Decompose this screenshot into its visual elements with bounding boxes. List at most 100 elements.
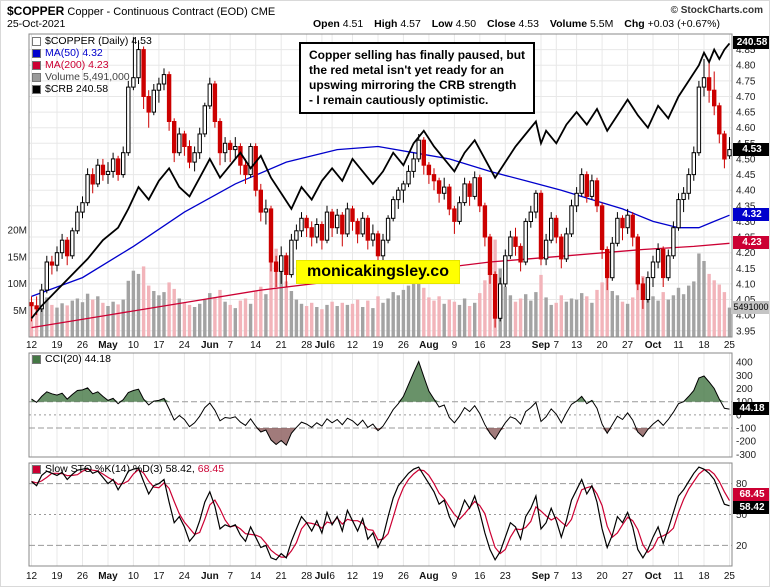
svg-text:6: 6 xyxy=(329,571,335,582)
svg-text:400: 400 xyxy=(736,358,753,369)
svg-text:16: 16 xyxy=(474,340,486,351)
sto-panel xyxy=(29,466,732,562)
svg-text:23: 23 xyxy=(500,571,512,582)
sto-legend-d-value: 68.45 xyxy=(197,463,225,475)
open-label: Open xyxy=(313,18,340,30)
crb-line xyxy=(30,42,731,319)
main-legend: $COPPER (Daily) 4.53 MA(50) 4.32 MA(200)… xyxy=(32,35,152,95)
cci-legend-label: CCI(20) 44.18 xyxy=(45,353,111,365)
legend-volume-label: Volume 5,491,000 xyxy=(45,71,130,83)
svg-text:9: 9 xyxy=(452,571,458,582)
svg-text:26: 26 xyxy=(398,340,410,351)
svg-text:20: 20 xyxy=(597,340,609,351)
svg-text:14: 14 xyxy=(250,571,262,582)
svg-text:12: 12 xyxy=(26,340,38,351)
svg-text:7: 7 xyxy=(553,340,559,351)
cci-indicator-icon xyxy=(32,354,41,364)
svg-text:28: 28 xyxy=(301,571,313,582)
volume-label: Volume xyxy=(549,18,588,30)
svg-text:10M: 10M xyxy=(8,279,27,290)
svg-text:4.30: 4.30 xyxy=(736,217,756,228)
svg-text:Jul: Jul xyxy=(315,340,330,351)
svg-text:4.80: 4.80 xyxy=(736,61,756,72)
svg-text:14: 14 xyxy=(250,340,262,351)
svg-text:13: 13 xyxy=(571,340,583,351)
svg-text:May: May xyxy=(98,340,118,351)
svg-text:16: 16 xyxy=(474,571,486,582)
legend-series-row: $COPPER (Daily) 4.53 xyxy=(32,35,152,47)
svg-text:Oct: Oct xyxy=(645,571,662,582)
svg-text:23: 23 xyxy=(500,340,512,351)
svg-text:-200: -200 xyxy=(736,437,756,448)
svg-text:200: 200 xyxy=(736,384,753,395)
svg-text:21: 21 xyxy=(276,571,288,582)
svg-text:Jul: Jul xyxy=(315,571,330,582)
svg-text:9: 9 xyxy=(452,340,458,351)
volume-bars xyxy=(29,239,732,337)
legend-ma50-row: MA(50) 4.32 xyxy=(32,47,152,59)
svg-text:20: 20 xyxy=(736,541,748,552)
svg-text:25: 25 xyxy=(724,571,736,582)
crb-line-icon xyxy=(32,84,41,94)
svg-text:19: 19 xyxy=(51,340,63,351)
close-value-box: 4.53 xyxy=(733,143,769,156)
svg-text:80: 80 xyxy=(736,479,748,490)
svg-text:4.65: 4.65 xyxy=(736,108,756,119)
svg-text:28: 28 xyxy=(301,340,313,351)
svg-text:26: 26 xyxy=(77,571,89,582)
svg-text:12: 12 xyxy=(347,340,359,351)
svg-text:21: 21 xyxy=(276,340,288,351)
svg-text:7: 7 xyxy=(227,571,233,582)
sto-d-value-box: 68.45 xyxy=(733,488,769,501)
svg-text:7: 7 xyxy=(227,340,233,351)
svg-text:10: 10 xyxy=(128,571,140,582)
cci-value-box: 44.18 xyxy=(733,402,769,415)
svg-text:5M: 5M xyxy=(13,306,27,317)
svg-text:0: 0 xyxy=(736,410,742,421)
ma200-line-icon xyxy=(32,60,41,70)
svg-text:19: 19 xyxy=(372,340,384,351)
svg-text:-300: -300 xyxy=(736,450,756,461)
candlesticks xyxy=(29,37,732,328)
crb-value-box: 240.58 xyxy=(733,36,769,49)
legend-crb-row: $CRB 240.58 xyxy=(32,83,152,95)
svg-text:17: 17 xyxy=(153,340,165,351)
svg-text:May: May xyxy=(98,571,118,582)
svg-text:4.20: 4.20 xyxy=(736,248,756,259)
svg-text:4.60: 4.60 xyxy=(736,123,756,134)
svg-text:27: 27 xyxy=(622,571,634,582)
chg-label: Chg xyxy=(624,18,645,30)
chart-date: 25-Oct-2021 xyxy=(7,18,66,30)
svg-text:10: 10 xyxy=(128,340,140,351)
cci-legend: CCI(20) 44.18 xyxy=(32,353,111,365)
svg-text:Sep: Sep xyxy=(532,340,550,351)
svg-text:18: 18 xyxy=(698,571,710,582)
symbol-description: Copper - Continuous Contract (EOD) CME xyxy=(67,6,276,18)
sto-legend: Slow STO %K(14) %D(3) 58.42, 68.45 xyxy=(32,463,224,475)
svg-text:Jun: Jun xyxy=(201,571,219,582)
legend-ma50-label: MA(50) 4.32 xyxy=(45,47,103,59)
cci-panel xyxy=(29,360,732,447)
ma50-line-icon xyxy=(32,48,41,58)
svg-text:20M: 20M xyxy=(8,226,27,237)
svg-text:19: 19 xyxy=(51,571,63,582)
volume-value: 5.5M xyxy=(589,18,614,30)
svg-text:4.75: 4.75 xyxy=(736,76,756,87)
svg-text:Oct: Oct xyxy=(645,340,662,351)
symbol: $COPPER xyxy=(7,4,65,18)
legend-ma200-row: MA(200) 4.23 xyxy=(32,59,152,71)
svg-text:4.50: 4.50 xyxy=(736,154,756,165)
sto-indicator-icon xyxy=(32,464,41,474)
sto-legend-label: Slow STO %K(14) %D(3) 58.42, xyxy=(45,463,195,475)
svg-text:6: 6 xyxy=(329,340,335,351)
svg-text:3.95: 3.95 xyxy=(736,326,756,337)
watermark: monicakingsley.co xyxy=(296,260,460,284)
svg-text:300: 300 xyxy=(736,371,753,382)
panel-borders xyxy=(28,33,733,567)
svg-text:24: 24 xyxy=(179,340,191,351)
chart-header: $COPPER Copper - Continuous Contract (EO… xyxy=(7,4,275,18)
quote-row: Open 4.51 High 4.57 Low 4.50 Close 4.53 … xyxy=(313,18,720,30)
legend-crb-label: $CRB 240.58 xyxy=(45,83,109,95)
svg-text:Aug: Aug xyxy=(419,340,438,351)
